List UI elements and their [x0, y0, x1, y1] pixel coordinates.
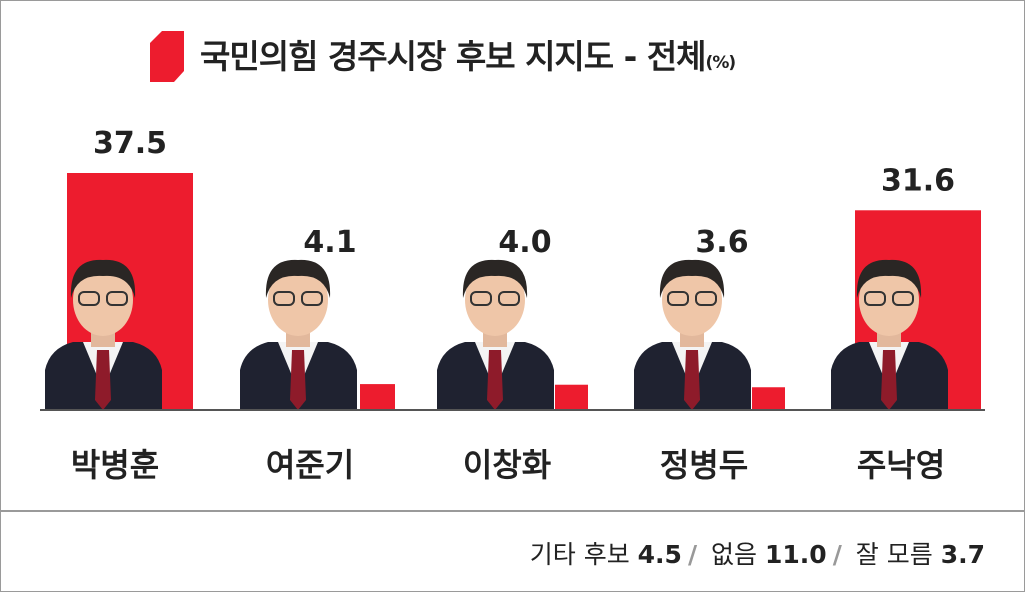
value-label-4: 31.6	[881, 163, 955, 198]
bar-1	[360, 384, 395, 410]
others-value-1: 11.0	[765, 540, 827, 569]
candidate-photo-1	[240, 259, 357, 410]
category-label-1: 여준기	[266, 446, 354, 484]
value-label-0: 37.5	[93, 126, 167, 161]
others-label-2: 잘 모름	[855, 540, 933, 569]
value-label-1: 4.1	[303, 225, 356, 260]
chart-title-unit: (%)	[705, 53, 737, 73]
others-label-1: 없음	[711, 540, 758, 569]
category-label-2: 이창화	[463, 446, 551, 484]
others-value-0: 4.5	[637, 540, 682, 569]
party-logo-mark	[150, 31, 184, 82]
candidate-photo-2	[437, 259, 554, 410]
others-value-2: 3.7	[940, 540, 985, 569]
chart-title: 국민의힘 경주시장 후보 지지도 - 전체(%)	[200, 30, 737, 78]
chart-title-text: 국민의힘 경주시장 후보 지지도 - 전체	[200, 37, 707, 76]
value-label-2: 4.0	[498, 225, 551, 260]
candidate-photo-4	[831, 259, 948, 410]
category-label-3: 정병두	[660, 446, 748, 484]
bar-2	[555, 384, 588, 410]
value-label-3: 3.6	[695, 225, 748, 260]
others-label-0: 기타 후보	[529, 540, 630, 569]
others-summary: 기타 후보 4.5/ 없음 11.0/ 잘 모름 3.7	[529, 540, 985, 569]
category-label-0: 박병훈	[71, 446, 159, 484]
candidate-photo-0	[45, 259, 162, 410]
bar-3	[752, 387, 785, 410]
candidate-photo-3	[634, 259, 751, 410]
category-label-4: 주낙영	[857, 446, 945, 484]
footer-divider	[0, 510, 1025, 512]
bar-chart: 37.5 박병훈 4.1 여준기 4.0 이창화 3.6 정병두 31.6 주낙영	[40, 126, 985, 484]
